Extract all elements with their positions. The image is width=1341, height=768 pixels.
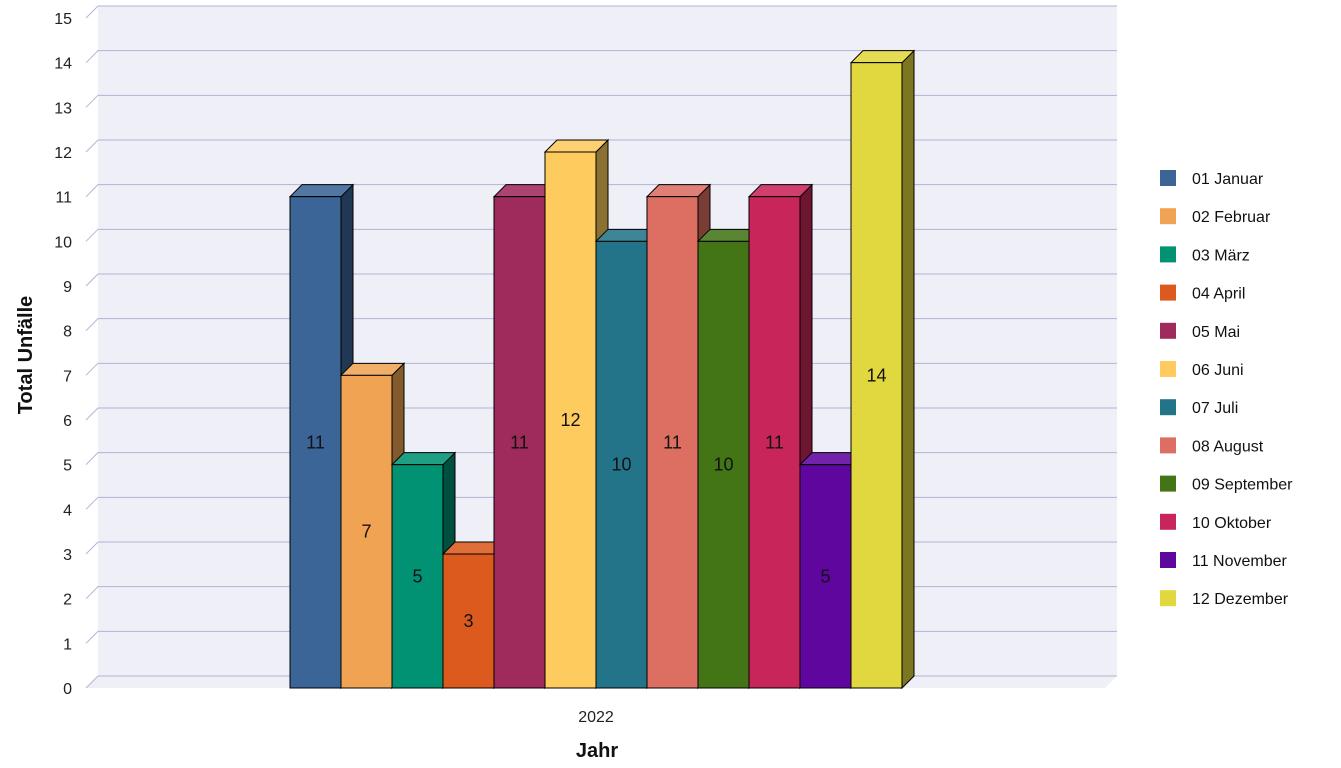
bar-value-label: 10: [713, 455, 733, 475]
y-tick-label: 11: [55, 190, 72, 207]
bar-front: [646, 196, 699, 689]
legend-swatch: [1160, 361, 1176, 377]
bar: 11: [288, 183, 355, 690]
legend-item: 07 Juli: [1160, 399, 1238, 417]
legend-label: 07 Juli: [1192, 400, 1238, 417]
bar-value-label: 14: [866, 365, 886, 385]
legend-swatch: [1160, 590, 1176, 607]
legend-item: 11 November: [1160, 552, 1288, 570]
legend-item: 09 September: [1160, 475, 1293, 494]
y-tick-label: 15: [54, 11, 72, 28]
y-tick-label: 8: [63, 324, 72, 341]
y-tick-label: 12: [54, 145, 72, 162]
y-tick-label: 4: [63, 502, 72, 519]
legend-label: 02 Februar: [1192, 209, 1271, 226]
gridline: [85, 5, 1117, 19]
legend-item: 04 April: [1160, 284, 1245, 303]
legend-item: 01 Januar: [1160, 170, 1264, 188]
gridline: [85, 50, 1117, 64]
y-axis-title: Total Unfälle: [15, 296, 37, 415]
bar-value-label: 11: [663, 432, 682, 452]
legend-item: 10 Oktober: [1160, 513, 1272, 532]
y-tick-label: 7: [63, 368, 72, 385]
legend-swatch: [1160, 475, 1176, 492]
y-tick-label: 1: [63, 636, 72, 653]
legend-swatch: [1160, 246, 1176, 263]
legend-label: 08 August: [1192, 438, 1264, 455]
bar-value-label: 11: [510, 432, 529, 452]
bar-side: [901, 49, 915, 690]
bar-value-label: 12: [560, 410, 580, 430]
legend-label: 12 Dezember: [1192, 591, 1289, 608]
legend: 01 Januar 02 Februar 03 März 04 April 05 Mai…: [1160, 170, 1293, 608]
legend-swatch: [1160, 322, 1176, 339]
bar-value-label: 3: [463, 611, 473, 631]
y-tick-label: 14: [54, 56, 72, 73]
y-tick-label: 5: [63, 458, 72, 475]
bar-value-label: 5: [412, 566, 422, 586]
bar-front: [544, 151, 597, 689]
legend-label: 03 März: [1192, 247, 1250, 264]
bar-front: [595, 240, 648, 689]
legend-label: 05 Mai: [1192, 324, 1240, 341]
y-tick-label: 13: [54, 100, 72, 117]
bar-value-label: 11: [306, 432, 325, 452]
bar-front: [289, 196, 342, 689]
bar-value-label: 11: [765, 432, 784, 452]
legend-swatch: [1160, 437, 1176, 454]
legend-label: 11 November: [1192, 553, 1288, 570]
legend-swatch: [1160, 513, 1176, 530]
y-tick-label: 0: [63, 681, 72, 698]
legend-item: 02 Februar: [1160, 208, 1271, 226]
legend-label: 04 April: [1192, 286, 1245, 303]
bar-front: [799, 464, 852, 689]
bar-front: [391, 464, 444, 689]
y-tick-label: 9: [63, 279, 72, 296]
legend-item: 08 August: [1160, 437, 1264, 455]
legend-label: 06 Juni: [1192, 362, 1244, 379]
y-tick-label: 6: [63, 413, 72, 430]
legend-label: 09 September: [1192, 477, 1293, 494]
bar-front: [442, 553, 495, 689]
legend-item: 03 März: [1160, 246, 1250, 264]
legend-item: 06 Juni: [1160, 361, 1244, 379]
legend-item: 05 Mai: [1160, 322, 1240, 341]
bar-front: [697, 240, 750, 689]
x-axis-title: Jahr: [576, 740, 618, 762]
bar: 14: [849, 49, 916, 690]
legend-swatch: [1160, 170, 1176, 186]
bar-value-label: 7: [361, 522, 371, 542]
gridline: [85, 139, 1117, 153]
y-tick-label: 3: [63, 547, 72, 564]
legend-swatch: [1160, 552, 1176, 568]
bar-value-label: 5: [820, 566, 830, 586]
bar-front: [850, 62, 903, 689]
y-tick-label: 10: [54, 234, 72, 251]
legend-swatch: [1160, 208, 1176, 225]
legend-label: 01 Januar: [1192, 171, 1264, 188]
x-tick-label: 2022: [578, 709, 614, 726]
y-tick-label: 2: [63, 592, 72, 609]
legend-label: 10 Oktober: [1192, 515, 1272, 532]
bar-front: [493, 196, 546, 689]
legend-swatch: [1160, 284, 1176, 301]
bar-front: [748, 196, 801, 689]
x-axis-ticks: 2022: [578, 709, 614, 726]
legend-item: 12 Dezember: [1160, 590, 1289, 608]
bar-value-label: 10: [611, 455, 631, 475]
gridline: [85, 94, 1117, 108]
legend-swatch: [1160, 399, 1176, 416]
bars: 11 7 5 3 11 12 10 11 10 11 5 14: [288, 49, 916, 690]
